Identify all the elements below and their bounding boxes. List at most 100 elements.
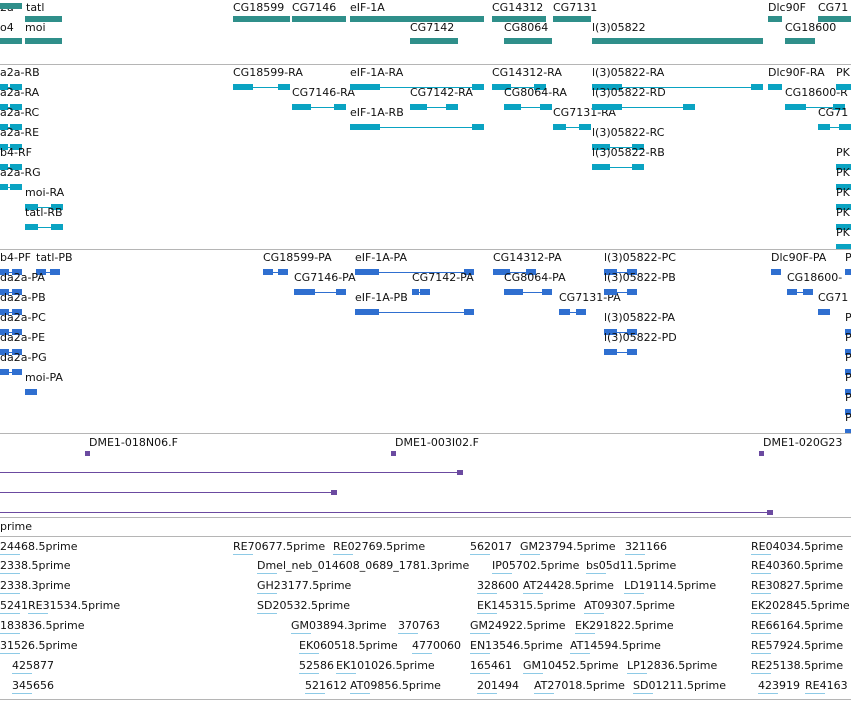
protein-label[interactable]: l(3)05822-PC [604, 251, 676, 264]
protein-exon[interactable] [845, 369, 851, 375]
est-line[interactable] [534, 693, 554, 694]
est-line[interactable] [257, 613, 277, 614]
protein-exon[interactable] [845, 409, 851, 415]
gene-glyph[interactable] [0, 3, 22, 9]
transcript-exon[interactable] [0, 124, 8, 130]
est-label[interactable]: LP12836.5prime [627, 659, 718, 672]
gene-glyph[interactable] [292, 16, 346, 22]
protein-line[interactable] [604, 332, 637, 333]
transcript-label[interactable]: PK [836, 166, 850, 179]
transcript-exon[interactable] [10, 164, 22, 170]
protein-line[interactable] [0, 372, 22, 373]
transcript-exon[interactable] [553, 124, 566, 130]
protein-line[interactable] [604, 352, 637, 353]
est-line[interactable] [233, 554, 253, 555]
gene-label[interactable]: CG7142 [410, 21, 455, 34]
transcript-intron-line[interactable] [350, 87, 484, 88]
est-label[interactable]: EN13546.5prime [470, 639, 563, 652]
protein-label[interactable]: CG18599-PA [263, 251, 332, 264]
gene-glyph[interactable] [0, 38, 22, 44]
est-label[interactable]: RE25138.5prime [751, 659, 844, 672]
protein-line[interactable] [0, 312, 22, 313]
protein-label[interactable]: b4-PF [0, 251, 31, 264]
clone-label[interactable]: DME1-003I02.F [395, 436, 479, 449]
protein-line[interactable] [604, 272, 637, 273]
protein-label[interactable]: P [845, 331, 851, 344]
transcript-label[interactable]: l(3)05822-RB [592, 146, 665, 159]
protein-label[interactable]: P [845, 251, 851, 264]
protein-exon[interactable] [627, 289, 637, 295]
protein-exon[interactable] [542, 289, 552, 295]
est-label[interactable]: RE57924.5prime [751, 639, 844, 652]
est-label[interactable]: SD01211.5prime [633, 679, 726, 692]
transcript-intron-line[interactable] [785, 107, 845, 108]
transcript-intron-line[interactable] [492, 87, 546, 88]
protein-label[interactable]: CG7146-PA [294, 271, 356, 284]
protein-line[interactable] [355, 312, 474, 313]
est-line[interactable] [0, 554, 20, 555]
transcript-exon[interactable] [592, 104, 622, 110]
transcript-label[interactable]: eIF-1A-RB [350, 106, 404, 119]
est-label[interactable]: GM24922.5prime [470, 619, 566, 632]
est-line[interactable] [758, 693, 778, 694]
gene-label[interactable]: moi [25, 21, 46, 34]
est-line[interactable] [412, 653, 432, 654]
est-label[interactable]: GH23177.5prime [257, 579, 352, 592]
est-line[interactable] [12, 673, 32, 674]
est-line[interactable] [492, 573, 512, 574]
transcript-label[interactable]: CG18599-RA [233, 66, 303, 79]
transcript-label[interactable]: a2a-RA [0, 86, 40, 99]
transcript-exon[interactable] [836, 224, 841, 230]
est-line[interactable] [350, 693, 370, 694]
gene-label[interactable]: CG71 [818, 1, 849, 14]
transcript-exon[interactable] [839, 124, 851, 130]
transcript-intron-line[interactable] [233, 87, 290, 88]
est-label[interactable]: AT24428.5prime [523, 579, 614, 592]
gene-label[interactable]: CG8064 [504, 21, 549, 34]
est-label[interactable]: AT09307.5prime [584, 599, 675, 612]
transcript-exon[interactable] [350, 84, 380, 90]
transcript-exon[interactable] [0, 164, 8, 170]
protein-label[interactable]: da2a-PB [0, 291, 46, 304]
clone-label[interactable]: DME1-020G23 [763, 436, 843, 449]
transcript-exon[interactable] [25, 224, 38, 230]
est-label[interactable]: 2338.3prime [0, 579, 71, 592]
est-line[interactable] [570, 653, 590, 654]
protein-exon[interactable] [12, 349, 22, 355]
est-line[interactable] [333, 554, 353, 555]
est-label[interactable]: 52586 [299, 659, 334, 672]
est-line[interactable] [299, 653, 319, 654]
protein-exon[interactable] [845, 329, 851, 335]
protein-line[interactable] [504, 292, 552, 293]
est-label[interactable]: RE4163 [805, 679, 848, 692]
est-line[interactable] [624, 593, 644, 594]
protein-line[interactable] [493, 272, 536, 273]
transcript-label[interactable]: CG7146-RA [292, 86, 355, 99]
transcript-exon[interactable] [632, 164, 644, 170]
protein-exon[interactable] [820, 309, 830, 315]
protein-exon[interactable] [559, 309, 570, 315]
transcript-label[interactable]: CG14312-RA [492, 66, 562, 79]
protein-exon[interactable] [12, 309, 22, 315]
transcript-exon[interactable] [492, 84, 511, 90]
protein-label[interactable]: CG18600- [787, 271, 843, 284]
protein-exon[interactable] [787, 289, 797, 295]
transcript-intron-line[interactable] [504, 107, 552, 108]
est-line[interactable] [523, 673, 543, 674]
est-line[interactable] [633, 693, 653, 694]
est-label[interactable]: 5241 [0, 599, 28, 612]
protein-exon[interactable] [504, 289, 523, 295]
est-label[interactable]: AT09856.5prime [350, 679, 441, 692]
transcript-exon[interactable] [839, 224, 851, 230]
est-line[interactable] [305, 693, 325, 694]
transcript-label[interactable]: eIF-1A-RA [350, 66, 404, 79]
transcript-exon[interactable] [839, 84, 851, 90]
est-line[interactable] [257, 593, 277, 594]
clone-marker[interactable] [759, 451, 764, 456]
est-line[interactable] [0, 593, 20, 594]
est-label[interactable]: 2338.5prime [0, 559, 71, 572]
transcript-exon[interactable] [504, 104, 521, 110]
transcript-label[interactable]: a2a-RE [0, 126, 40, 139]
transcript-exon[interactable] [839, 204, 851, 210]
est-label[interactable]: 425877 [12, 659, 54, 672]
